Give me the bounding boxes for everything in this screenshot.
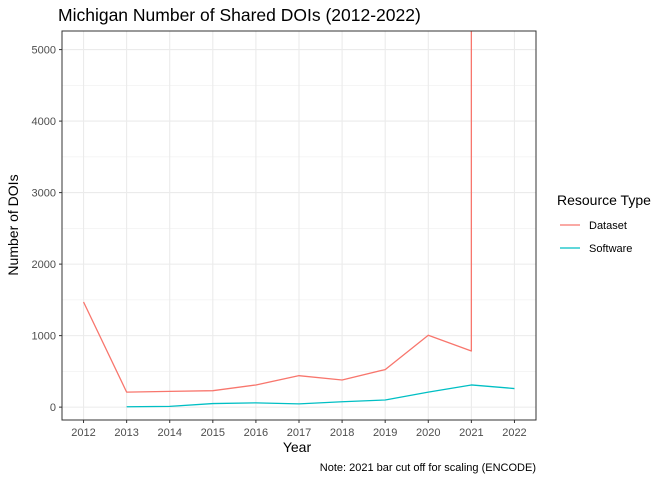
y-axis-title: Number of DOIs	[5, 174, 21, 275]
x-tick-label: 2020	[416, 427, 440, 439]
x-axis: 2012 2013 2014 2015 2016 2017 2018 2019 2020 2021…	[71, 420, 527, 439]
legend-items: Dataset Software	[560, 220, 632, 255]
x-tick-label: 2019	[373, 427, 397, 439]
series-line-software	[126, 384, 515, 408]
y-tick-label: 4000	[32, 116, 56, 128]
legend-label-dataset: Dataset	[589, 220, 627, 232]
x-tick-label: 2014	[157, 427, 181, 439]
x-tick-label: 2017	[287, 427, 311, 439]
legend-title: Resource Type	[557, 192, 651, 208]
y-tick-label: 0	[50, 402, 56, 414]
chart-title: Michigan Number of Shared DOIs (2012-202…	[58, 5, 421, 25]
series-lines	[82, 31, 515, 408]
x-tick-label: 2015	[201, 427, 225, 439]
y-tick-label: 1000	[32, 331, 56, 343]
y-tick-label: 3000	[32, 188, 56, 200]
x-tick-label: 2013	[114, 427, 138, 439]
x-tick-label: 2018	[330, 427, 354, 439]
series-line-dataset	[82, 31, 473, 393]
y-axis: 0 1000 2000 3000 4000 5000	[32, 45, 62, 414]
chart-caption: Note: 2021 bar cut off for scaling (ENCO…	[320, 462, 536, 474]
x-axis-title: Year	[283, 439, 312, 455]
y-tick-label: 2000	[32, 259, 56, 271]
legend: Resource Type Dataset Software	[557, 192, 651, 255]
x-tick-label: 2016	[244, 427, 268, 439]
y-tick-label: 5000	[32, 45, 56, 57]
x-tick-label: 2021	[459, 427, 483, 439]
x-tick-label: 2022	[502, 427, 526, 439]
legend-label-software: Software	[589, 243, 632, 255]
x-tick-label: 2012	[71, 427, 95, 439]
